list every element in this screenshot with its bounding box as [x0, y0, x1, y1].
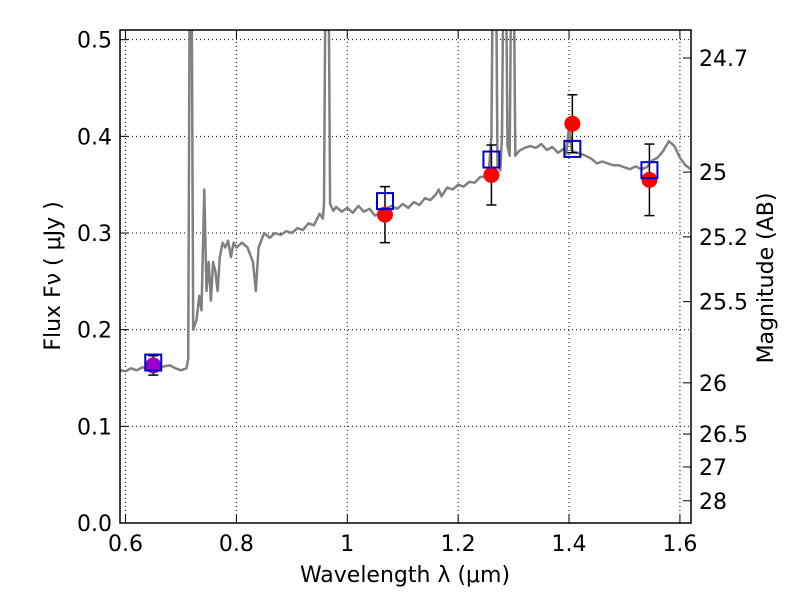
y2-axis-title: Magnitude (AB) — [754, 193, 779, 364]
x-tick-label: 1.2 — [441, 532, 476, 557]
synthetic-point — [482, 150, 501, 169]
y2-tick-label: 26 — [699, 372, 727, 397]
x-tick-label: 1.6 — [662, 532, 697, 557]
x-axis-title: Wavelength λ (μm) — [300, 563, 510, 588]
synthetic-point — [375, 192, 394, 211]
tick-labels: 0.6 0.8 1 1.2 1.4 1.6 0.0 0.1 0.2 0.3 0.4 0.5 24.7 25… — [77, 29, 748, 557]
y-tick-label: 0.3 — [77, 222, 112, 247]
observed-point — [641, 171, 658, 188]
y-tick-label: 0.5 — [77, 29, 112, 54]
synthetic-point — [563, 139, 582, 158]
observed-point — [564, 115, 581, 132]
y2-tick-label: 25.2 — [699, 226, 748, 251]
x-tick-label: 0.6 — [108, 532, 143, 557]
observed-point — [145, 357, 162, 374]
x-tick-label: 0.8 — [219, 532, 254, 557]
observed-point — [376, 206, 393, 223]
observed-point — [483, 167, 500, 183]
axis-ticks — [120, 30, 691, 524]
model-spectrum-layer — [120, 30, 691, 373]
synthetic-point — [640, 161, 659, 180]
plot-frame — [119, 29, 692, 524]
y-tick-label: 0.1 — [77, 415, 112, 440]
x-tick-label: 1.4 — [552, 532, 587, 557]
y2-tick-label: 28 — [699, 490, 727, 515]
y2-tick-label: 27 — [699, 456, 727, 481]
photometry-layer — [144, 94, 659, 376]
y-tick-label: 0.2 — [77, 319, 112, 344]
model-spectrum-line — [120, 30, 691, 373]
y2-tick-label: 24.7 — [699, 47, 748, 72]
x-tick-label: 1 — [340, 532, 354, 557]
y-axis-title: Flux Fν ( μJy ) — [41, 201, 66, 350]
y-tick-label: 0.0 — [77, 512, 112, 537]
y2-tick-label: 26.5 — [699, 423, 748, 448]
y2-tick-label: 25 — [699, 161, 727, 186]
y2-tick-label: 25.5 — [699, 291, 748, 316]
y-tick-label: 0.4 — [77, 125, 112, 150]
synthetic-point — [144, 353, 163, 372]
